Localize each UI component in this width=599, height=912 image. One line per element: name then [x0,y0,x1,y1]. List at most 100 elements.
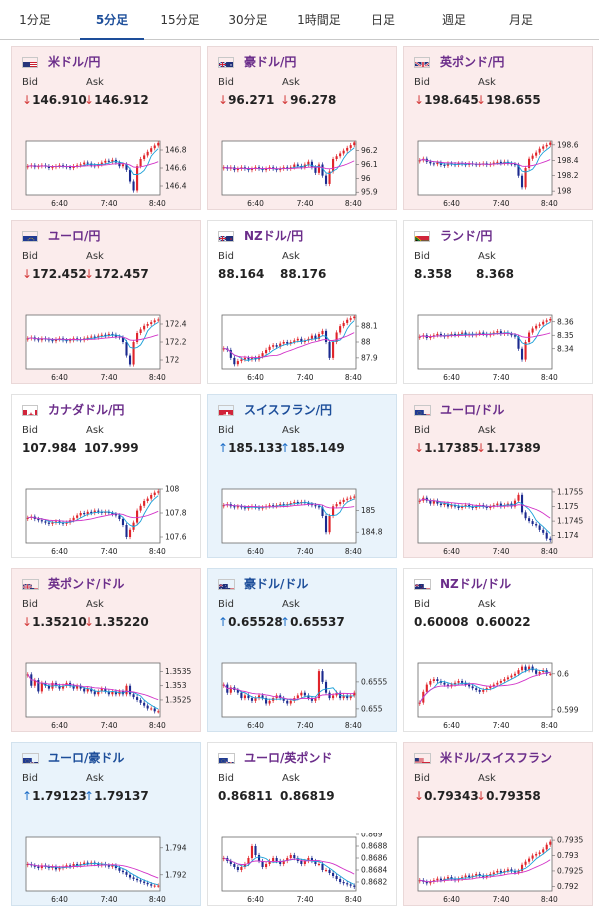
candle-body [289,503,292,505]
mini-candlestick-chart[interactable]: 0.869 0.8688 0.8686 0.8684 0.8682 6:40 7:40 8:4… [214,833,394,905]
mini-candlestick-chart[interactable]: 0.6555 0.655 6:40 7:40 8:40 [214,659,394,731]
candle-body [471,875,474,878]
candle-body [317,506,321,508]
ma-long-line [223,503,355,509]
candle-body [93,691,96,695]
candle-body [418,880,421,882]
candle-body [520,864,524,871]
candle-body [439,503,442,506]
mini-candlestick-chart[interactable]: 146.8 146.6 146.4 6:40 7:40 8:40 [18,137,198,209]
down-arrow-icon: ↓ [414,789,425,803]
tab-2[interactable]: 15分足 [160,13,200,27]
pair-name-link[interactable]: NZドル/円 [244,229,304,243]
rate-card[interactable]: ユーロ/豪ドル Bid Ask ↑1.79123 ↑1.79137 1.794 1… [11,742,201,906]
pair-name-link[interactable]: 米ドル/スイスフラン [440,751,553,765]
candle-body [139,880,142,882]
pair-name-link[interactable]: 豪ドル/円 [244,55,297,69]
tab-1[interactable]: 5分足 [80,0,144,40]
mini-candlestick-chart[interactable]: 185 184.8 6:40 7:40 8:40 [214,485,394,557]
rate-card[interactable]: 英ポンド/円 Bid Ask ↓198.645 ↓198.655 198.6 19… [403,46,593,210]
pair-name-link[interactable]: スイスフラン/円 [244,403,333,417]
candle-body [76,515,79,518]
mini-candlestick-chart[interactable]: 0.7935 0.793 0.7925 0.792 6:40 7:40 8:40 [410,833,590,905]
mini-candlestick-chart[interactable]: 1.3535 1.353 1.3525 6:40 7:40 8:40 [18,659,198,731]
mini-candlestick-chart[interactable]: 88.1 88 87.9 6:40 7:40 8:40 [214,311,394,383]
down-arrow-icon: ↓ [22,93,33,107]
ask-label: Ask [478,773,496,784]
candle-body [328,171,331,184]
candle-body [475,874,478,876]
mini-candlestick-chart[interactable]: 1.1755 1.175 1.1745 1.174 6:40 7:40 8:40 [410,485,590,557]
rate-card[interactable]: ユーロ/英ポンド Bid Ask 0.86811 0.86819 0.869 0.… [207,742,397,906]
tab-0[interactable]: 1分足 [19,13,51,27]
rate-card[interactable]: カナダドル/円 Bid Ask 107.984 107.999 108 107.8… [11,394,201,558]
bid-value: ↓1.35210 [22,615,87,629]
rate-card[interactable]: 豪ドル/ドル Bid Ask ↑0.65528 ↑0.65537 0.6555 0… [207,568,397,732]
pair-name-link[interactable]: 英ポンド/円 [440,55,505,69]
pair-name-link[interactable]: ユーロ/ドル [440,403,505,417]
rate-card[interactable]: 米ドル/スイスフラン Bid Ask ↓0.79343 ↓0.79358 0.7… [403,742,593,906]
ma-short-line [419,498,551,534]
tab-4[interactable]: 1時間足 [297,13,341,27]
ask-label: Ask [86,77,104,88]
rate-card[interactable]: NZドル/円 Bid Ask 88.164 88.176 88.1 88 87.9 6… [207,220,397,384]
candle-body [153,145,156,149]
candle-body [471,686,474,689]
candle-body [150,708,153,710]
mini-candlestick-chart[interactable]: 172.4 172.2 172 6:40 7:40 8:40 [18,311,198,383]
candle-body [545,532,548,539]
mini-candlestick-chart[interactable]: 198.6 198.4 198.2 198 6:40 7:40 8:40 [410,137,590,209]
bid-value: ↓0.79343 [414,789,479,803]
ask-price: 88.176 [280,267,327,281]
ask-label: Ask [478,77,496,88]
pair-name-link[interactable]: 英ポンド/ドル [48,577,125,591]
tab-5[interactable]: 日足 [370,13,395,27]
candle-body [26,338,29,340]
rate-card[interactable]: スイスフラン/円 Bid Ask ↑185.133 ↑185.149 185 18… [207,394,397,558]
tab-7[interactable]: 月足 [508,13,533,27]
pair-name-link[interactable]: ユーロ/豪ドル [48,751,125,765]
rate-card[interactable]: ユーロ/ドル Bid Ask ↓1.17385 ↓1.17389 1.1755 1… [403,394,593,558]
pair-name-link[interactable]: ユーロ/英ポンド [244,751,333,765]
candle-body [128,355,132,365]
candle-body [293,855,296,858]
candle-body [353,316,356,319]
candle-body [549,538,552,541]
rate-card[interactable]: NZドル/ドル Bid Ask 0.60008 0.60022 0.6 0.599… [403,568,593,732]
pair-name-link[interactable]: NZドル/ドル [440,577,512,591]
tab-6[interactable]: 週足 [441,13,466,27]
y-tick-label: 146.6 [165,164,187,173]
mini-candlestick-chart[interactable]: 108 107.8 107.6 6:40 7:40 8:40 [18,485,198,557]
ask-value: ↓0.79358 [476,789,541,803]
pair-name-link[interactable]: 豪ドル/ドル [244,577,309,591]
candle-body [65,522,68,524]
rate-card[interactable]: 英ポンド/ドル Bid Ask ↓1.35210 ↓1.35220 1.3535… [11,568,201,732]
up-arrow-icon: ↑ [22,789,33,803]
tab-3[interactable]: 30分足 [228,13,268,27]
pair-name-link[interactable]: ランド/円 [440,229,493,243]
candle-body [58,521,61,523]
candle-body [26,864,29,866]
candle-body [240,692,243,699]
mini-candlestick-chart[interactable]: 96.2 96.1 96 95.9 6:40 7:40 8:40 [214,137,394,209]
pair-name-link[interactable]: カナダドル/円 [48,403,125,417]
rate-card[interactable]: ユーロ/円 Bid Ask ↓172.452 ↓172.457 172.4 172… [11,220,201,384]
y-tick-label: 108 [165,485,180,494]
candle-body [72,864,75,867]
candle-body [439,878,442,881]
candle-body [314,698,317,701]
mini-candlestick-chart[interactable]: 1.794 1.792 6:40 7:40 8:40 [18,833,198,905]
rate-card[interactable]: 米ドル/円 Bid Ask ↓146.910 ↓146.912 146.8 146… [11,46,201,210]
pair-name-link[interactable]: ユーロ/円 [48,229,101,243]
candle-body [346,883,349,885]
candle-body [86,337,89,339]
candle-body [250,846,254,858]
candle-body [107,160,110,162]
y-tick-label: 0.7935 [557,836,583,845]
mini-candlestick-chart[interactable]: 0.6 0.599 6:40 7:40 8:40 [410,659,590,731]
x-tick-label: 6:40 [51,895,68,904]
rate-card[interactable]: 豪ドル/円 Bid Ask ↓96.271 ↓96.278 96.2 96.1 96… [207,46,397,210]
pair-name-link[interactable]: 米ドル/円 [48,55,101,69]
mini-candlestick-chart[interactable]: 8.36 8.35 8.34 6:40 7:40 8:40 [410,311,590,383]
rate-card[interactable]: ランド/円 Bid Ask 8.358 8.368 8.36 8.35 8.34 6:… [403,220,593,384]
